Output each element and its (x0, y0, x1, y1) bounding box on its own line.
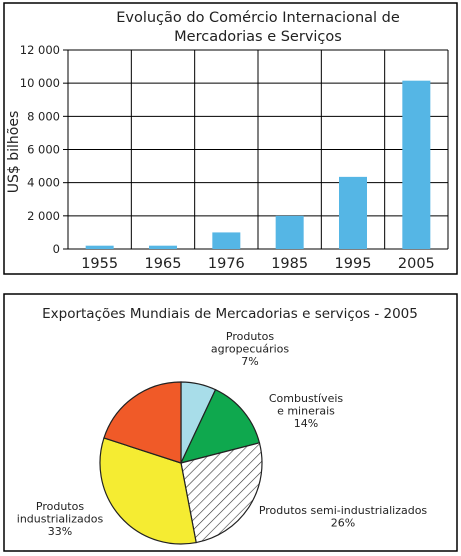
pie-slice-label: industrializados (17, 513, 104, 526)
pie-slice-label: agropecuários (211, 343, 290, 356)
bar-chart-x-tick-label: 1985 (271, 256, 308, 272)
bar-2005 (402, 81, 430, 249)
bar-chart-y-tick-label: 0 (53, 242, 60, 256)
pie-slice-value-label: 14% (294, 417, 318, 430)
bar-chart-title-line: Evolução do Comércio Internacional de (116, 10, 400, 26)
bar-chart-x-tick-label: 1955 (81, 256, 118, 272)
bar-1995 (339, 177, 367, 249)
pie-slice-label: Produtos (36, 500, 84, 513)
pie-slice-value-label: 33% (48, 525, 72, 538)
pie-slice-label: e minerais (277, 405, 335, 418)
bar-chart-x-tick-label: 1995 (335, 256, 372, 272)
bar-1985 (276, 216, 304, 249)
pie-slice-label: Produtos semi-industrializados (259, 504, 428, 517)
bar-chart-y-tick-label: 2 000 (27, 209, 60, 223)
pie-slice-label: Combustíveis (269, 392, 344, 405)
pie-chart-slices (100, 382, 262, 544)
bar-chart-x-tick-label: 2005 (398, 256, 435, 272)
bar-chart-title-line: Mercadorias e Serviços (174, 29, 342, 45)
bar-chart-y-axis-label: US$ bilhões (6, 111, 22, 194)
pie-slice-value-label: 7% (241, 355, 258, 368)
bar-chart-y-tick-label: 8 000 (27, 109, 60, 123)
pie-chart-panel: Exportações Mundiais de Mercadorias e se… (4, 294, 457, 551)
pie-slice-label: Produtos (226, 330, 274, 343)
bar-chart-y-tick-label: 4 000 (27, 176, 60, 190)
bar-chart-y-tick-label: 12 000 (20, 43, 60, 57)
bar-chart-y-tick-label: 6 000 (27, 143, 60, 157)
bar-chart-x-tick-label: 1976 (208, 256, 245, 272)
pie-slice-value-label: 26% (331, 517, 355, 530)
bar-chart-y-tick-label: 10 000 (20, 76, 60, 90)
bar-chart-x-tick-label: 1965 (145, 256, 182, 272)
pie-chart-title: Exportações Mundiais de Mercadorias e se… (42, 306, 418, 322)
bar-chart-panel: Evolução do Comércio Internacional de Mer… (4, 3, 457, 274)
bar-1965 (149, 246, 177, 249)
bar-1955 (86, 246, 114, 249)
bar-1976 (212, 232, 240, 249)
